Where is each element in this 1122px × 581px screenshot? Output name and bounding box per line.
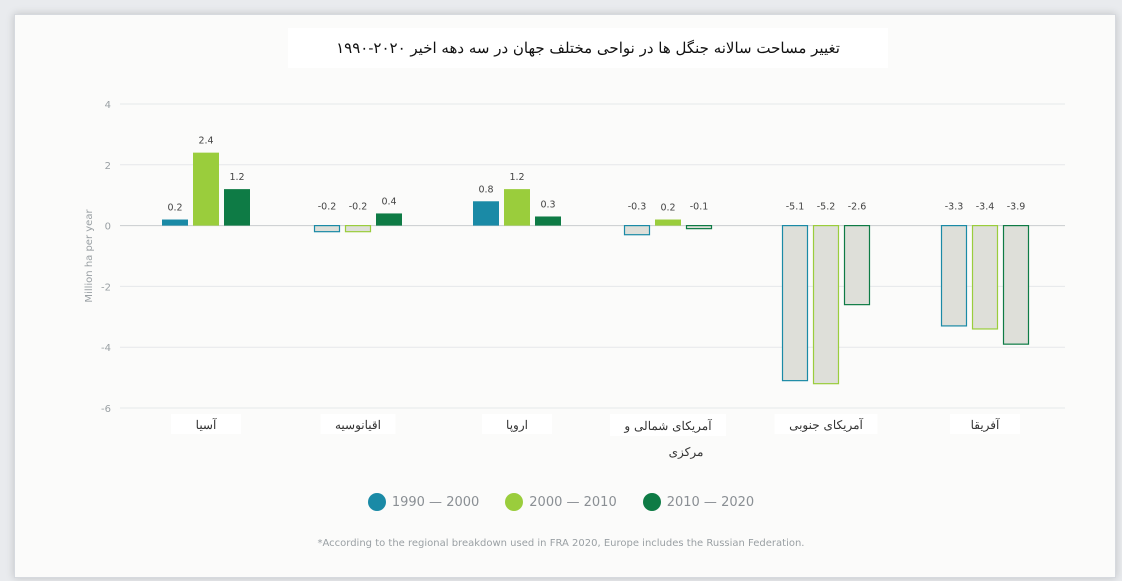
bar	[376, 213, 402, 226]
bar	[843, 225, 871, 306]
footnote: *According to the regional breakdown use…	[317, 538, 805, 549]
legend-label-1990-2000: 1990 — 2000	[391, 494, 480, 510]
category-label-box	[610, 414, 726, 436]
bar	[504, 189, 530, 226]
bar-value-label: 0.2	[167, 203, 182, 214]
bar-value-label: 1.2	[509, 172, 524, 183]
bar-value-label: 1.2	[229, 172, 244, 183]
bar-value-label: 0.3	[540, 199, 555, 210]
y-tick-label: -6	[101, 404, 111, 415]
y-tick-label: 0	[105, 222, 111, 233]
category-label-box	[320, 414, 396, 434]
bar-value-label: -3.3	[945, 202, 964, 213]
bar	[685, 225, 713, 230]
bar	[473, 201, 499, 226]
bar-value-label: 0.2	[660, 203, 675, 214]
category-label: مرکزی	[669, 445, 704, 459]
bar-value-label: 0.8	[478, 184, 493, 195]
y-tick-label: -2	[101, 282, 111, 293]
bar-value-label: -3.4	[976, 202, 995, 213]
bar-value-label: -0.2	[318, 202, 337, 213]
legend-item-1990-2000: 1990 — 2000	[367, 493, 480, 511]
category-label: آمریکای شمالی و	[623, 418, 712, 433]
y-tick-label: 2	[105, 161, 111, 172]
bar	[193, 152, 219, 226]
category-label-box	[171, 414, 241, 434]
title-box: تغییر مساحت سالانه جنگل ها در نواحی مختل…	[288, 28, 888, 68]
bar-value-label: -5.2	[817, 202, 836, 213]
category-label-box	[774, 414, 878, 434]
bar-value-label: -0.1	[690, 202, 709, 213]
category-label: آمریکای جنوبی	[789, 417, 863, 432]
y-tick-label: -4	[101, 343, 111, 354]
legend: 1990 — 2000 2000 — 2010 2010 — 2020	[0, 487, 1122, 517]
legend-label-2010-2020: 2010 — 2020	[666, 494, 755, 510]
chart-frame	[14, 14, 1116, 578]
bar-value-label: -0.2	[349, 202, 368, 213]
bar-value-label: 0.4	[381, 196, 396, 207]
bar-value-label: -3.9	[1007, 202, 1026, 213]
y-axis-label: Million ha per year	[84, 209, 95, 303]
category-label: اروپا	[506, 418, 528, 432]
bar-value-label: -2.6	[848, 202, 867, 213]
bar	[812, 225, 840, 385]
legend-swatch-1990-2000	[367, 493, 386, 511]
category-label-box	[482, 414, 552, 434]
bar	[313, 225, 341, 233]
bar	[535, 216, 561, 226]
legend-item-2010-2020: 2010 — 2020	[642, 493, 755, 511]
legend-label-2000-2010: 2000 — 2010	[529, 494, 617, 510]
bar	[1002, 225, 1030, 345]
bar	[781, 225, 809, 382]
legend-swatch-2010-2020	[642, 493, 661, 511]
category-label: اقیانوسیه	[335, 418, 381, 432]
category-label: آفریقا	[971, 417, 1000, 432]
bar	[623, 225, 651, 236]
bar-value-label: 2.4	[198, 136, 213, 147]
bar	[971, 225, 999, 330]
legend-swatch-2000-2010	[505, 493, 524, 511]
bar	[224, 189, 250, 226]
bar	[655, 219, 681, 226]
bar-value-label: -0.3	[628, 202, 647, 213]
bar	[162, 219, 188, 226]
category-label-box	[950, 414, 1020, 434]
legend-item-2000-2010: 2000 — 2010	[505, 493, 617, 511]
category-label: آسیا	[196, 417, 217, 432]
bar-value-label: -5.1	[786, 202, 805, 213]
bar	[940, 225, 968, 327]
chart-title: تغییر مساحت سالانه جنگل ها در نواحی مختل…	[336, 39, 840, 57]
y-tick-label: 4	[105, 100, 111, 111]
bar	[344, 225, 372, 233]
